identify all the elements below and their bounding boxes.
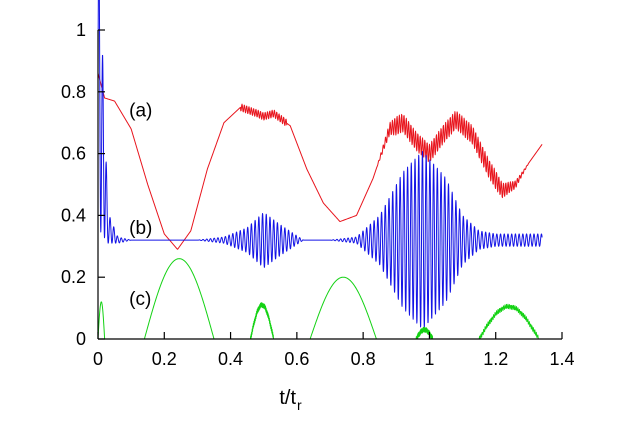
series-c-arch bbox=[415, 326, 434, 340]
x-tick-label: 1 bbox=[424, 349, 434, 369]
series-annotation: (a) bbox=[129, 100, 152, 121]
axes-layer: 0 0.2 0.4 0.6 0.8 1 1.2 1.4 0 0.2 0.4 0.6 0.8 1 bbox=[61, 20, 575, 369]
x-tick-label: 1.2 bbox=[483, 349, 508, 369]
annotation-layer: (a) (b) (c) bbox=[129, 100, 152, 309]
x-tick-label: 0.4 bbox=[218, 349, 243, 369]
x-axis-label-subscript: r bbox=[297, 397, 302, 413]
x-tick-label: 0.8 bbox=[351, 349, 376, 369]
series-c-arch bbox=[309, 276, 377, 340]
y-tick-label: 0.4 bbox=[61, 205, 86, 225]
series-c-arch bbox=[97, 301, 106, 340]
x-tick-label: 0 bbox=[93, 349, 103, 369]
y-tick-label: 0 bbox=[76, 329, 86, 349]
series-layer bbox=[97, 0, 543, 340]
y-tick-label: 0.6 bbox=[61, 144, 86, 164]
series-annotation: (c) bbox=[129, 289, 151, 310]
x-axis-label: t/t bbox=[279, 387, 296, 409]
plot-frame bbox=[98, 30, 562, 339]
series-b-line bbox=[97, 0, 543, 328]
y-tick-label: 0.2 bbox=[61, 267, 86, 287]
x-tick-label: 0.6 bbox=[284, 349, 309, 369]
series-annotation: (b) bbox=[129, 218, 152, 239]
series-c-arch bbox=[143, 258, 215, 340]
x-tick-label: 1.4 bbox=[549, 349, 574, 369]
x-tick-label: 0.2 bbox=[152, 349, 177, 369]
series-c-arch bbox=[249, 302, 275, 340]
y-tick-label: 0.8 bbox=[61, 82, 86, 102]
series-a-line bbox=[97, 73, 543, 250]
y-tick-label: 1 bbox=[76, 20, 86, 40]
series-c-arch bbox=[478, 303, 540, 340]
